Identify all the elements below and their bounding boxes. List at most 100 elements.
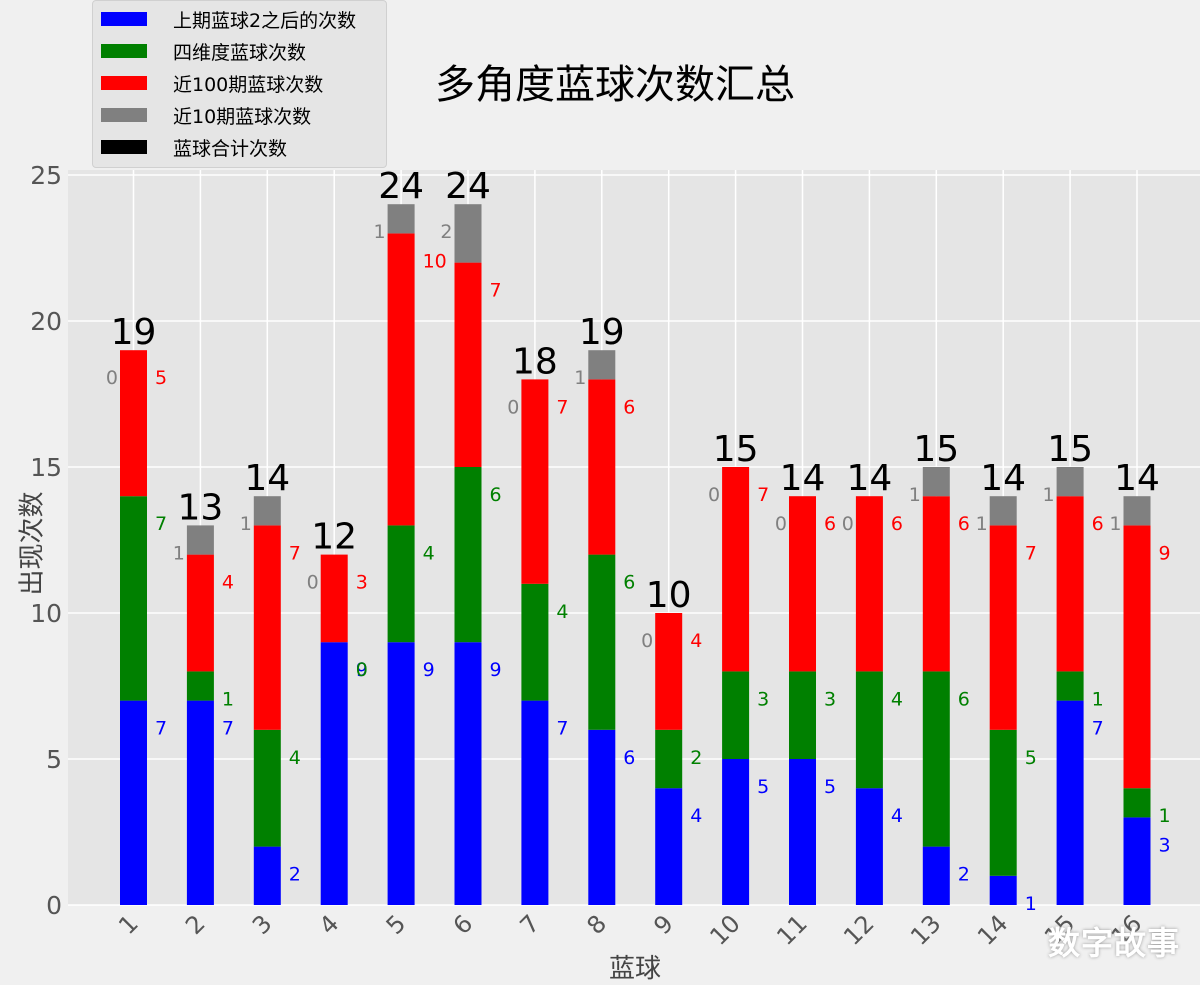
data-label: 0 [775,513,787,535]
data-label: 1 [1092,688,1104,710]
data-label: 2 [690,747,702,769]
x-tick-label: 11 [771,909,812,950]
y-tick-label: 0 [46,891,62,920]
legend-item: 蓝球合计次数 [101,135,287,160]
total-label: 14 [980,458,1026,499]
bar-segment [387,642,415,905]
bar-segment [387,525,415,643]
data-label: 9 [1159,542,1171,564]
data-label: 7 [490,280,502,302]
bar-segment [186,671,214,701]
bar-segment [186,525,214,555]
watermark: 数字故事 [1047,924,1180,962]
bar-segment [855,788,883,905]
data-label: 1 [240,513,252,535]
data-label: 1 [976,513,988,535]
chart-title: 多角度蓝球次数汇总 [435,62,795,108]
bar-segment [521,379,549,584]
data-label: 9 [490,659,502,681]
bar-segment [454,467,482,643]
data-label: 2 [958,864,970,886]
data-label: 3 [356,572,368,594]
y-axis-label: 出现次数 [17,491,48,596]
legend-item: 近100期蓝球次数 [101,71,324,96]
bar-segment [120,350,147,497]
data-label: 2 [440,221,452,243]
bar-segment [722,671,750,759]
data-label: 6 [1092,513,1104,535]
data-label: 3 [757,688,769,710]
data-label: 4 [423,542,435,564]
data-label: 1 [173,542,185,564]
data-label: 0 [307,572,319,594]
data-label: 1 [374,221,386,243]
data-label: 1 [1043,484,1055,506]
bar-segment [320,554,348,643]
bar-segment [722,759,750,905]
bar-segment [186,700,214,905]
data-label: 4 [891,688,903,710]
x-tick-label: 9 [648,909,679,940]
legend-label: 上期蓝球2之后的次数 [173,9,357,32]
total-label: 10 [646,575,692,616]
data-label: 4 [690,630,702,652]
data-label: 2 [289,864,301,886]
legend-label: 四维度蓝球次数 [173,41,307,64]
bar-segment [387,204,415,234]
bar-segment [1123,817,1151,905]
total-label: 12 [311,517,357,558]
bar-segment [1056,671,1084,701]
data-label: 4 [891,805,903,827]
x-tick-label: 1 [113,909,144,940]
bar-segment [253,846,281,905]
bar-segment [120,496,147,701]
bar-segment [655,788,683,905]
bar-segment [120,700,147,905]
data-label: 1 [1159,805,1171,827]
bar-segment [722,467,750,672]
data-label: 6 [490,484,502,506]
data-label: 1 [222,688,234,710]
bar-segment [1056,496,1084,672]
bar-segment [454,204,482,263]
total-label: 14 [1114,458,1160,499]
legend-item: 上期蓝球2之后的次数 [101,7,357,32]
data-label: 6 [824,513,836,535]
bar-segment [588,350,616,380]
bar-segment [588,729,616,905]
data-label: 1 [574,367,586,389]
bar-segment [387,233,415,526]
data-label: 6 [958,688,970,710]
total-label: 24 [445,166,491,207]
bar-segment [922,496,950,672]
bar-segment [186,554,214,672]
data-label: 5 [1025,747,1037,769]
bar-segment [989,875,1017,905]
total-label: 18 [512,341,558,382]
bar-segment [922,467,950,497]
data-label: 1 [909,484,921,506]
data-label: 0 [507,396,519,418]
y-tick-label: 10 [30,599,62,628]
data-label: 9 [356,659,368,681]
x-tick-label: 14 [972,909,1013,950]
x-tick-label: 4 [314,909,345,940]
total-label: 24 [378,166,424,207]
data-label: 6 [623,396,635,418]
bar-segment [253,525,281,730]
x-tick-label: 13 [905,909,946,950]
total-label: 15 [713,429,759,470]
data-label: 6 [623,747,635,769]
bar-segment [588,379,616,555]
data-label: 9 [423,659,435,681]
bar-segment [922,846,950,905]
data-label: 7 [222,718,234,740]
x-tick-label: 2 [180,909,211,940]
data-label: 5 [155,367,167,389]
legend-label: 近100期蓝球次数 [173,73,324,96]
bar-segment [454,262,482,467]
y-tick-label: 20 [30,307,62,336]
x-tick-label: 5 [381,909,412,940]
data-label: 7 [155,718,167,740]
data-label: 7 [1025,542,1037,564]
